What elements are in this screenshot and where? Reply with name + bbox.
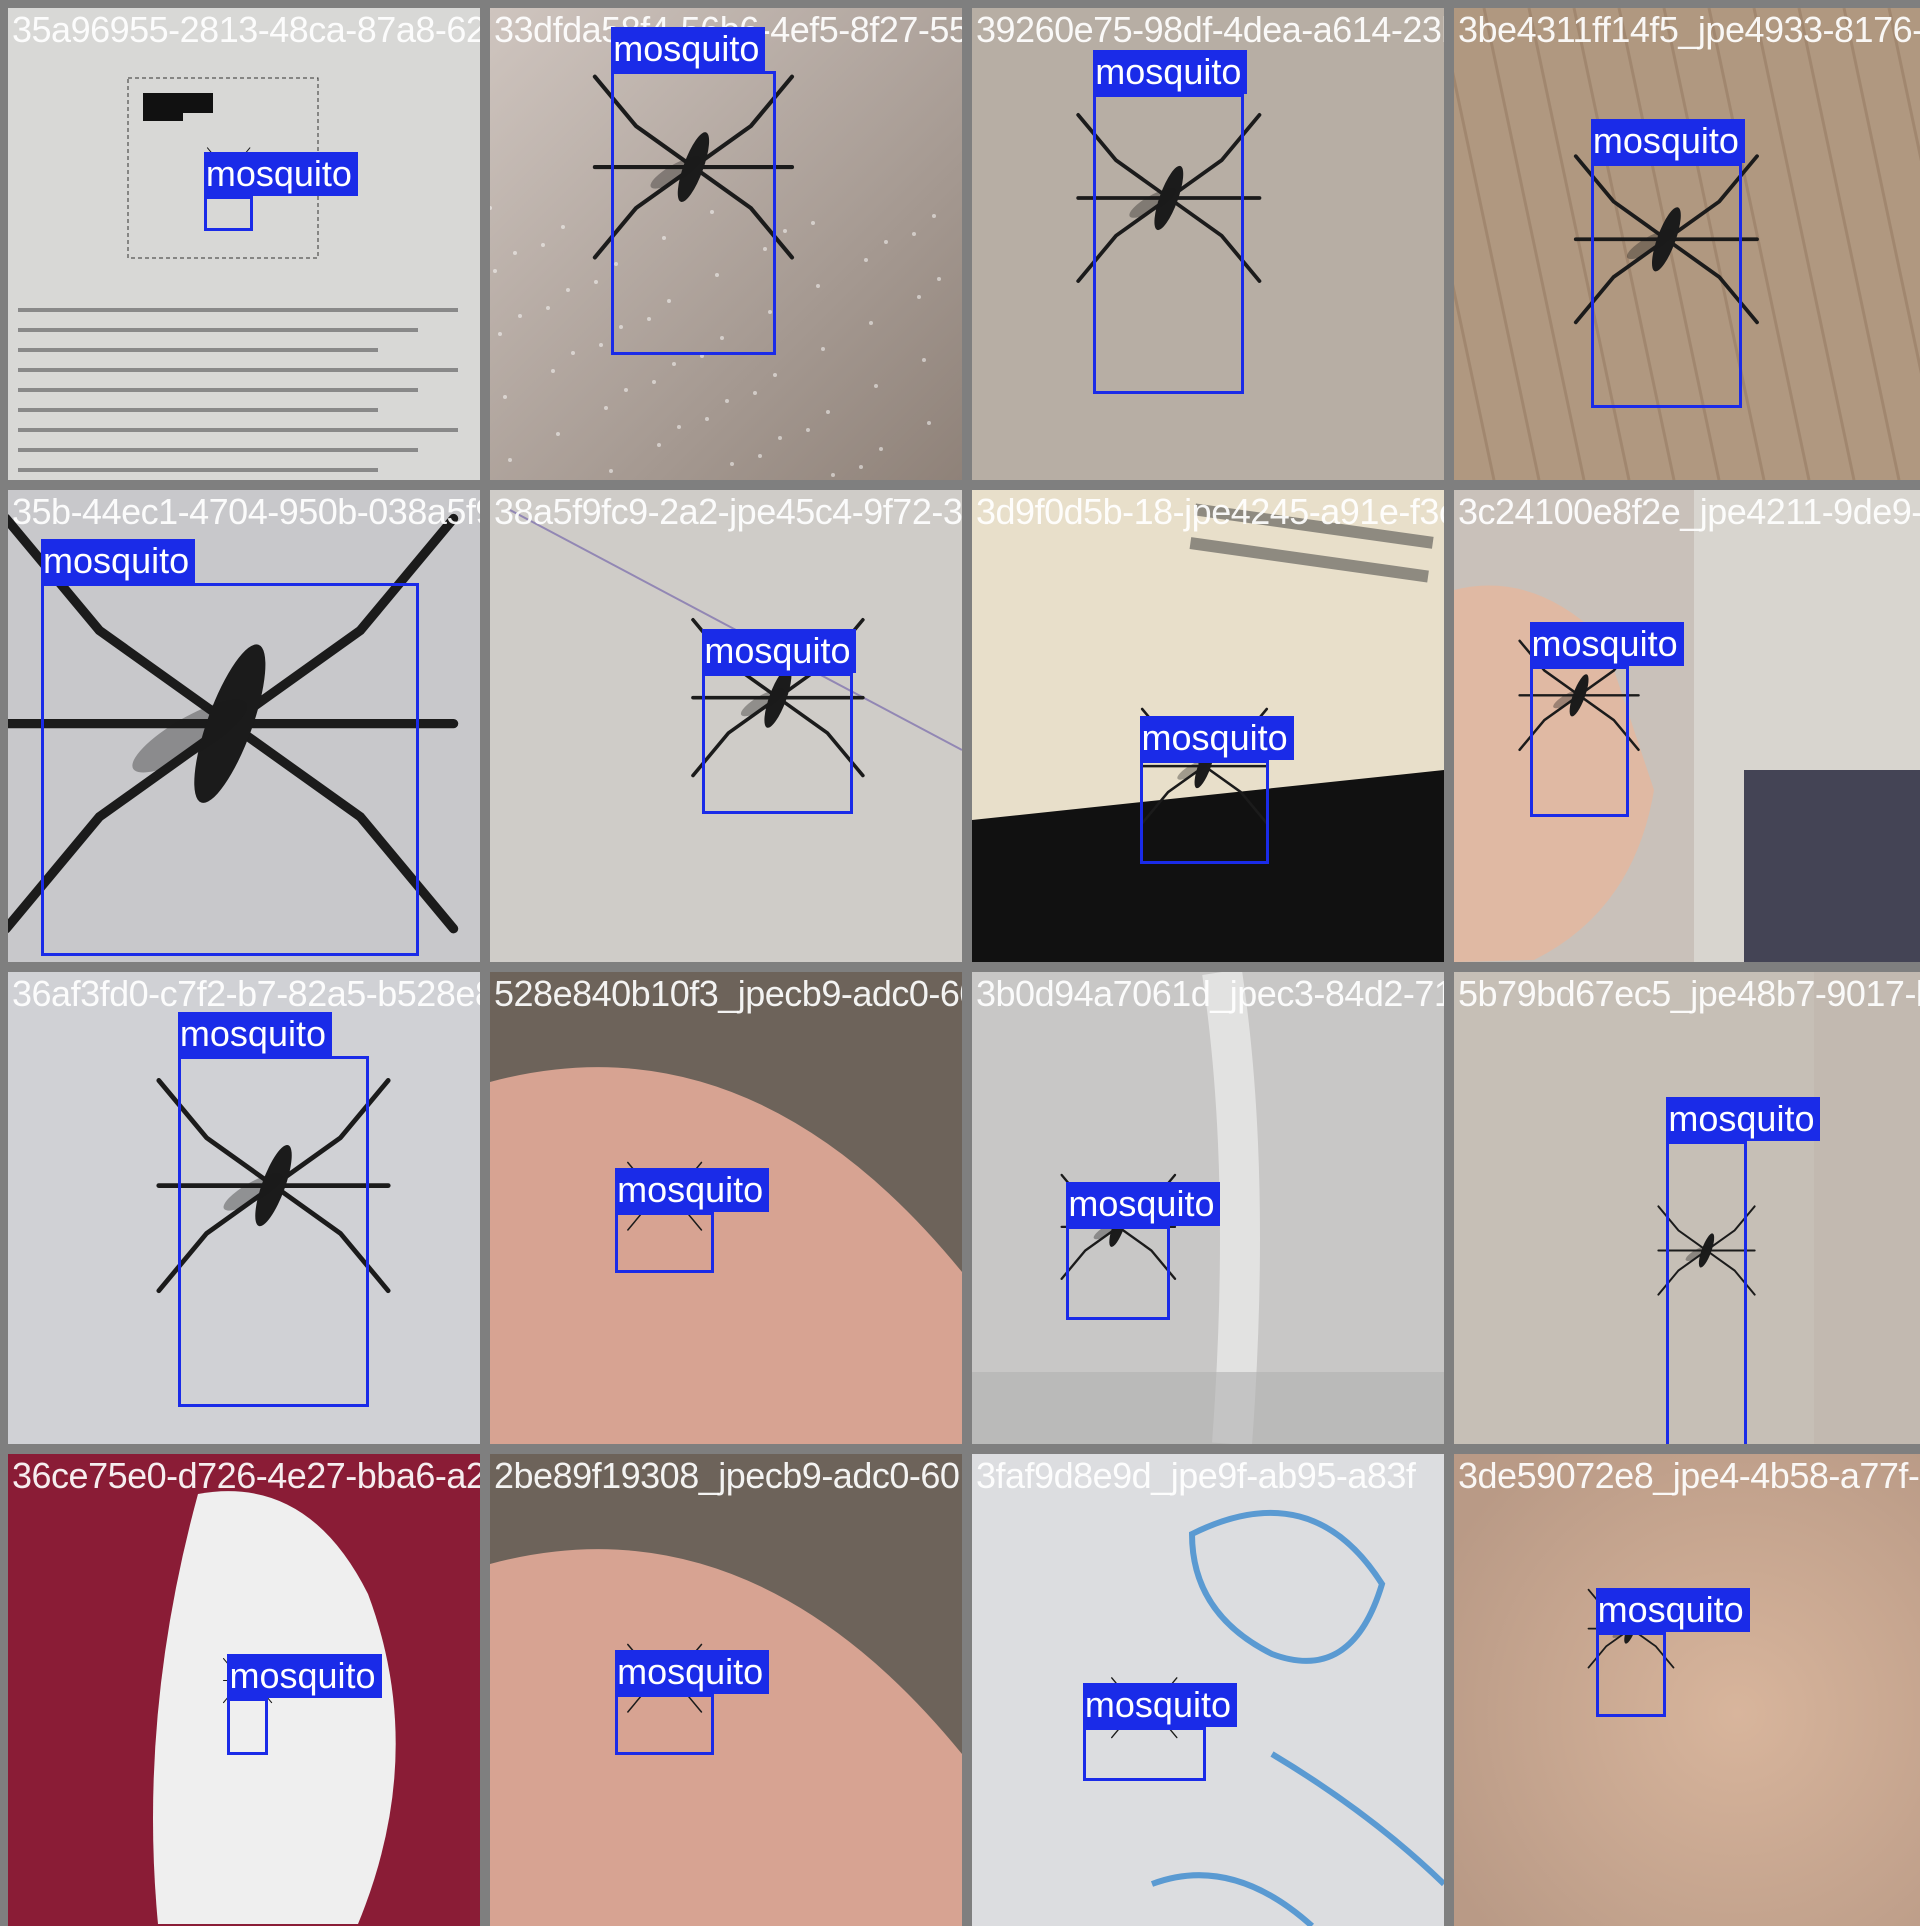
detection-label: mosquito — [227, 1654, 381, 1698]
detection-label: mosquito — [1083, 1683, 1237, 1727]
image-tile: 3b0d94a7061d_jpec3-84d2-71e mosquito — [972, 972, 1444, 1444]
detection-box: mosquito — [611, 71, 775, 354]
tile-filename: 36ce75e0-d726-4e27-bba6-a2be — [12, 1456, 480, 1496]
tile-photo — [1454, 490, 1920, 962]
image-tile: 35a96955-2813-48ca-87a8-62dfa58 mosquito — [8, 8, 480, 480]
detection-label: mosquito — [1666, 1097, 1820, 1141]
tile-photo — [1454, 1454, 1920, 1926]
image-tile: 3faf9d8e9d_jpe9f-ab95-a83f mosquito — [972, 1454, 1444, 1926]
image-tile: 2be89f19308_jpecb9-adc0-60 mosquito — [490, 1454, 962, 1926]
detection-box: mosquito — [1066, 1226, 1170, 1320]
tile-filename: 3b0d94a7061d_jpec3-84d2-71e — [976, 974, 1444, 1014]
detection-box: mosquito — [227, 1698, 267, 1755]
tile-filename: 3be4311ff14f5_jpe4933-8176- — [1458, 10, 1920, 50]
detection-label: mosquito — [178, 1012, 332, 1056]
detection-label: mosquito — [615, 1168, 769, 1212]
image-tile: 35b-44ec1-4704-950b-038a5f9 mosquito — [8, 490, 480, 962]
image-tile: 36af3fd0-c7f2-b7-82a5-b528e840mosquito — [8, 972, 480, 1444]
detection-label: mosquito — [204, 152, 358, 196]
detection-box: mosquito — [1093, 94, 1244, 394]
image-tile: 3c24100e8f2e_jpe4211-9de9-7 mosquito — [1454, 490, 1920, 962]
detection-box: mosquito — [1596, 1632, 1667, 1717]
image-tile: 39260e75-98df-4dea-a614-23b45mosquito — [972, 8, 1444, 480]
detection-label: mosquito — [1066, 1182, 1220, 1226]
detection-label: mosquito — [615, 1650, 769, 1694]
detection-box: mosquito — [1666, 1141, 1746, 1444]
detection-label: mosquito — [1596, 1588, 1750, 1632]
detection-box: mosquito — [1083, 1727, 1206, 1781]
tile-filename: 3faf9d8e9d_jpe9f-ab95-a83f — [976, 1456, 1415, 1496]
detection-box: mosquito — [178, 1056, 369, 1408]
detection-box: mosquito — [1140, 760, 1270, 864]
image-tile: 33dfda58f4-56b6-4ef5-8f27-5539260emosqui… — [490, 8, 962, 480]
detection-label: mosquito — [1140, 716, 1294, 760]
tile-photo — [8, 8, 480, 480]
detection-box: mosquito — [204, 196, 254, 231]
tile-filename: 2be89f19308_jpecb9-adc0-60 — [494, 1456, 959, 1496]
detection-label: mosquito — [1591, 119, 1745, 163]
tile-filename: 3de59072e8_jpe4-4b58-a77f-4 — [1458, 1456, 1920, 1496]
tile-filename: 3c24100e8f2e_jpe4211-9de9-7 — [1458, 492, 1920, 532]
tile-filename: 528e840b10f3_jpecb9-adc0-60 — [494, 974, 962, 1014]
tile-filename: 36af3fd0-c7f2-b7-82a5-b528e840 — [12, 974, 480, 1014]
image-tile: 528e840b10f3_jpecb9-adc0-60 mosquito — [490, 972, 962, 1444]
detection-label: mosquito — [1530, 622, 1684, 666]
image-tile: 36ce75e0-d726-4e27-bba6-a2be mosquito — [8, 1454, 480, 1926]
detection-box: mosquito — [41, 583, 419, 956]
image-tile: 3d9f0d5b-18-jpe4245-a91e-f3c2 mosquito — [972, 490, 1444, 962]
detection-label: mosquito — [41, 539, 195, 583]
image-tile: 3be4311ff14f5_jpe4933-8176- mosquito — [1454, 8, 1920, 480]
tile-filename: 38a5f9fc9-2a2-jpe45c4-9f72-3d — [494, 492, 962, 532]
image-tile: 5b79bd67ec5_jpe48b7-9017-b mosquito — [1454, 972, 1920, 1444]
detection-box: mosquito — [615, 1694, 714, 1755]
detection-box: mosquito — [615, 1212, 714, 1273]
tile-filename: 3d9f0d5b-18-jpe4245-a91e-f3c2 — [976, 492, 1444, 532]
detection-box: mosquito — [1591, 163, 1742, 408]
detection-box: mosquito — [702, 673, 853, 815]
image-tile: 3de59072e8_jpe4-4b58-a77f-4 mosquito — [1454, 1454, 1920, 1926]
tile-filename: 35b-44ec1-4704-950b-038a5f9 — [12, 492, 480, 532]
image-tile: 38a5f9fc9-2a2-jpe45c4-9f72-3d mosquito — [490, 490, 962, 962]
detection-box: mosquito — [1530, 666, 1629, 817]
tile-filename: 5b79bd67ec5_jpe48b7-9017-b — [1458, 974, 1920, 1014]
detection-label: mosquito — [1093, 50, 1247, 94]
detection-label: mosquito — [611, 27, 765, 71]
detection-label: mosquito — [702, 629, 856, 673]
tile-filename: 39260e75-98df-4dea-a614-23b45 — [976, 10, 1444, 50]
tile-filename: 35a96955-2813-48ca-87a8-62dfa58 — [12, 10, 480, 50]
